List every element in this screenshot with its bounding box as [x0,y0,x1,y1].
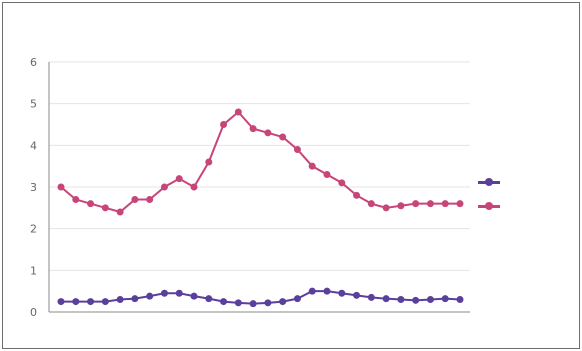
data-point-series-1 [175,289,183,297]
data-point-series-2 [160,183,168,191]
data-point-series-2 [382,204,390,212]
data-point-series-2 [293,146,301,153]
y-tick-label: 6 [30,56,37,69]
data-point-series-2 [220,121,228,128]
series-line-2 [60,110,460,214]
y-tick-label: 1 [30,264,37,277]
data-point-series-2 [308,162,316,170]
y-tick-label: 0 [30,306,37,319]
data-point-series-2 [175,175,183,183]
legend-swatch-series-1 [478,177,500,186]
data-point-series-2 [441,200,449,208]
data-point-series-1 [220,298,228,306]
data-point-series-1 [441,295,449,303]
y-tick-labels: 0 1 2 3 4 5 6 [30,56,37,319]
data-point-series-1 [456,296,464,303]
data-point-series-1 [426,296,434,303]
data-point-series-2 [456,200,464,208]
data-point-series-1 [131,295,139,303]
data-point-series-1 [279,298,287,306]
data-point-series-2 [57,183,65,191]
legend-swatch-series-2 [478,201,500,210]
data-point-series-2 [190,183,198,191]
data-point-series-2 [101,204,109,212]
data-point-series-2 [234,108,242,116]
series-layer [57,108,464,308]
gridlines [49,61,470,271]
data-point-series-2 [367,200,375,208]
data-point-series-1 [308,287,316,295]
data-point-series-1 [101,298,109,306]
data-point-series-1 [382,295,390,303]
data-point-series-1 [323,287,331,295]
data-point-series-1 [146,292,154,300]
data-point-series-1 [205,295,213,303]
data-point-series-1 [249,300,257,308]
data-point-series-2 [397,202,405,210]
legend [478,170,504,218]
data-point-series-1 [397,296,405,303]
data-point-series-2 [264,129,272,137]
data-point-series-1 [264,299,272,307]
data-point-series-2 [412,200,420,208]
data-point-series-2 [338,179,346,187]
data-point-series-1 [293,295,301,303]
y-tick-label: 5 [30,98,37,111]
data-point-series-1 [57,298,65,306]
data-point-series-2 [116,208,124,216]
data-point-series-1 [87,298,95,306]
data-point-series-1 [160,289,168,297]
data-point-series-1 [72,298,80,306]
data-point-series-1 [338,289,346,297]
y-tick-label: 2 [30,223,37,236]
data-point-series-2 [279,133,287,141]
data-point-series-1 [367,293,375,301]
data-point-series-2 [249,125,257,133]
data-point-series-2 [87,200,95,208]
data-point-series-1 [353,291,361,299]
y-tick-label: 3 [30,181,37,194]
data-point-series-2 [146,196,154,203]
legend-item [478,170,504,194]
data-point-series-2 [131,196,139,203]
data-point-series-2 [353,191,361,199]
data-point-series-1 [412,296,420,304]
data-point-series-1 [190,292,198,300]
legend-item [478,194,504,218]
data-point-series-2 [426,200,434,208]
data-point-series-1 [116,296,124,303]
data-point-series-1 [234,299,242,307]
data-point-series-2 [72,196,80,203]
data-point-series-2 [323,171,331,178]
series-line-1 [61,290,461,305]
y-tick-label: 4 [30,139,37,152]
data-point-series-2 [205,158,213,166]
